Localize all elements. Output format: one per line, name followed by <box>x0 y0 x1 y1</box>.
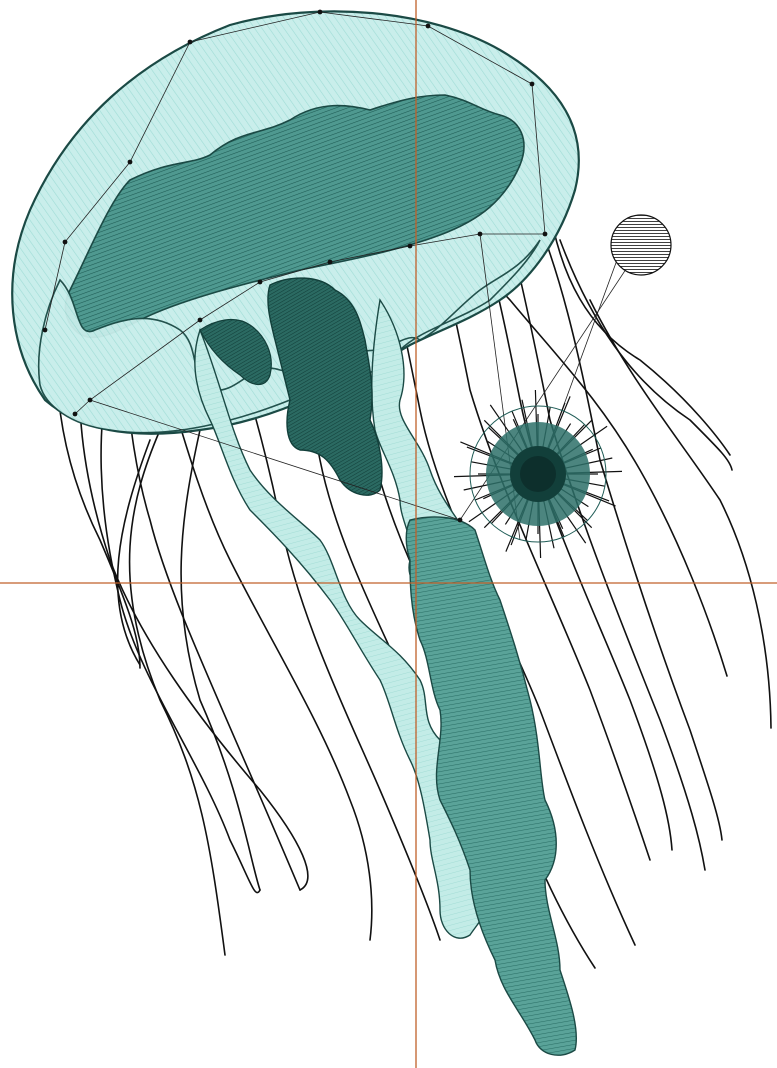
center-pin-icon[interactable] <box>453 389 623 559</box>
stitch-node <box>127 159 133 165</box>
bell-skirt <box>37 239 541 434</box>
tentacle <box>589 299 772 729</box>
stitch-node <box>187 39 193 45</box>
tentacle <box>559 239 733 471</box>
stitch-node <box>327 259 333 265</box>
stitch-node <box>542 231 548 237</box>
stitch-node <box>477 231 483 237</box>
oral-arm-dark <box>267 277 383 496</box>
tentacle <box>116 439 151 666</box>
oral-arm-light <box>194 327 494 939</box>
stitch-node <box>87 397 93 403</box>
tentacle <box>100 329 261 894</box>
tentacle <box>519 179 723 841</box>
stitch-node <box>407 243 413 249</box>
stitch-node <box>457 517 463 523</box>
rotate-handle-icon[interactable] <box>610 214 672 276</box>
stitch-node <box>42 327 48 333</box>
stitch-node <box>317 9 323 15</box>
tentacle <box>180 429 261 891</box>
stitch-node <box>529 81 535 87</box>
tentacle <box>128 429 226 956</box>
tentacle <box>547 199 731 456</box>
stitch-node <box>257 279 263 285</box>
stitch-node <box>425 23 431 29</box>
oral-arm-tail <box>405 516 578 1056</box>
stitch-node <box>62 239 68 245</box>
oral-arm-dark-left <box>199 318 272 385</box>
inner-band <box>64 94 525 339</box>
stitch-node <box>197 317 203 323</box>
stitch-node <box>72 411 78 417</box>
